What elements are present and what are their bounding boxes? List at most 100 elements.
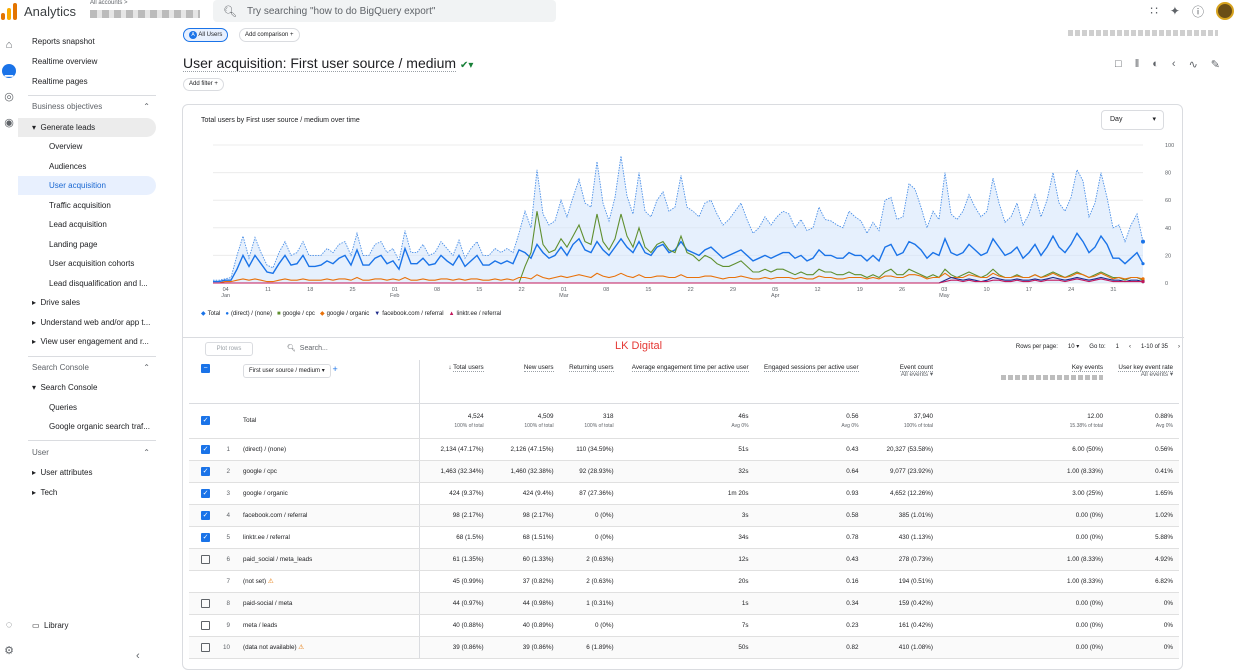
sidebar-item-realtime-overview[interactable]: Realtime overview — [32, 57, 98, 66]
sidebar-item-google-organic[interactable]: Google organic search traf... — [49, 422, 150, 431]
sidebar-item-user-acquisition[interactable]: User acquisition — [18, 176, 156, 195]
collection-view-engagement[interactable]: ▸ View user engagement and r... — [18, 332, 156, 351]
legend-item[interactable]: ● (direct) / (none) — [225, 310, 272, 317]
legend-item[interactable]: ■ google / cpc — [277, 310, 315, 317]
apps-grid-icon[interactable]: ∷ — [1150, 4, 1158, 18]
admin-gear-icon[interactable]: ⚙ — [4, 645, 14, 657]
header-returning-users[interactable]: Returning users — [559, 360, 620, 404]
select-all-checkbox[interactable]: − — [201, 364, 210, 373]
insights-check-icon[interactable]: ◐ — [1152, 58, 1159, 70]
prev-page-icon[interactable]: ‹ — [1128, 343, 1131, 350]
sidebar-item-reports-snapshot[interactable]: Reports snapshot — [32, 37, 95, 46]
collection-tech[interactable]: ▸ Tech — [18, 483, 156, 502]
settings-circle-icon[interactable]: ◌ — [5, 619, 13, 631]
header-total-users[interactable]: ↓ Total users — [419, 360, 490, 404]
compare-icon[interactable]: ‖ — [1134, 58, 1140, 70]
section-business-objectives[interactable]: Business objectives ⌃ — [18, 98, 156, 116]
warning-icon[interactable]: ⚠ — [296, 643, 304, 651]
add-dimension-plus-icon[interactable]: + — [332, 364, 338, 374]
table-row[interactable]: 7 (not set) ⚠ 45 (0.99%) 37 (0.82%) 2 (0.63%… — [189, 570, 1179, 593]
section-user[interactable]: User ⌃ — [18, 444, 156, 462]
collection-understand-traffic[interactable]: ▸ Understand web and/or app t... — [18, 313, 156, 332]
header-engaged-sessions[interactable]: Engaged sessions per active user — [754, 360, 865, 404]
row-checkbox[interactable]: ✓ — [201, 488, 210, 498]
row-select-cell[interactable]: 9 — [189, 614, 237, 637]
row-select-cell[interactable]: ✓ 5 — [189, 526, 237, 549]
all-users-chip[interactable]: A All Users — [183, 28, 229, 42]
row-select-cell[interactable]: ✓ 2 — [189, 460, 237, 483]
table-row[interactable]: ✓ 1 (direct) / (none) 2,134 (47.17%) 2,126 (… — [189, 438, 1179, 461]
sidebar-item-overview[interactable]: Overview — [49, 142, 83, 151]
row-checkbox[interactable]: ✓ — [201, 532, 210, 542]
row-checkbox[interactable] — [201, 598, 210, 608]
totals-checkbox-cell[interactable]: ✓ — [189, 403, 237, 439]
home-icon[interactable]: ⌂ — [5, 39, 13, 51]
row-select-cell[interactable]: ✓ 1 — [189, 438, 237, 461]
analytics-logo-icon[interactable] — [0, 2, 18, 20]
legend-item[interactable]: ◆ google / organic — [320, 310, 369, 318]
series-end-point[interactable] — [1141, 277, 1145, 281]
table-row[interactable]: 10 (data not available) ⚠ 39 (0.86%) 39 (0.… — [189, 636, 1179, 659]
row-select-cell[interactable]: 8 — [189, 592, 237, 615]
key-event-filter-redacted[interactable] — [1001, 375, 1103, 380]
add-comparison-button[interactable]: Add comparison + — [239, 28, 300, 42]
row-checkbox[interactable]: ✓ — [201, 510, 210, 520]
customize-report-icon[interactable]: □ — [1115, 58, 1122, 70]
account-name-redacted[interactable] — [90, 10, 200, 18]
reports-icon[interactable]: ▁ — [2, 64, 16, 78]
insights-icon[interactable]: ✦ — [1169, 4, 1180, 18]
collection-user-attributes[interactable]: ▸ User attributes — [18, 463, 156, 482]
series-line-linktr-ee-referral[interactable] — [213, 278, 1143, 284]
row-checkbox[interactable] — [201, 620, 210, 630]
legend-item[interactable]: ◆ Total — [201, 310, 220, 318]
header-key-events[interactable]: Key events — [939, 360, 1109, 404]
legend-item[interactable]: ▼ facebook.com / referral — [374, 310, 443, 317]
advertising-icon[interactable]: ◉ — [4, 117, 14, 129]
row-select-cell[interactable]: 10 — [189, 636, 237, 659]
search-bar[interactable]: 🔍︎ Try searching "how to do BigQuery exp… — [213, 0, 556, 22]
table-row[interactable]: ✓ 2 google / cpc 1,463 (32.34%) 1,460 (32.38… — [189, 460, 1179, 483]
sidebar-item-traffic-acquisition[interactable]: Traffic acquisition — [49, 201, 111, 210]
section-search-console[interactable]: Search Console ⌃ — [18, 359, 156, 377]
series-end-point[interactable] — [1141, 280, 1145, 284]
row-checkbox[interactable] — [201, 642, 210, 652]
event-filter-select[interactable]: All events ▾ — [900, 371, 933, 378]
series-line-total[interactable] — [213, 155, 1144, 281]
share-icon[interactable]: ‹ — [1171, 58, 1176, 70]
collection-generate-leads[interactable]: ▾ Generate leads — [18, 118, 156, 137]
granularity-select[interactable]: Day ▾ — [1101, 110, 1164, 130]
row-checkbox[interactable]: ✓ — [201, 444, 210, 454]
sidebar-item-queries[interactable]: Queries — [49, 403, 78, 412]
warning-icon[interactable]: ⚠ — [266, 577, 274, 585]
plot-rows-button[interactable]: Plot rows — [205, 342, 253, 356]
row-select-cell[interactable]: 6 — [189, 548, 237, 571]
series-end-point[interactable] — [1141, 262, 1145, 266]
table-search[interactable]: 🔍︎ Search... — [287, 344, 328, 352]
rows-per-page-select[interactable]: 10 ▾ — [1067, 344, 1080, 350]
add-filter-button[interactable]: Add filter + — [183, 78, 224, 91]
row-select-cell[interactable]: ✓ 4 — [189, 504, 237, 527]
header-new-users[interactable]: New users — [489, 360, 560, 404]
next-page-icon[interactable]: › — [1178, 343, 1180, 350]
table-row[interactable]: ✓ 4 facebook.com / referral 98 (2.17%) 98 (2… — [189, 504, 1179, 527]
status-check-icon[interactable]: ✔▾ — [459, 60, 474, 71]
sidebar-item-user-acquisition-cohorts[interactable]: User acquisition cohorts — [49, 259, 135, 268]
table-row[interactable]: 6 paid_social / meta_leads 61 (1.35%) 60 (1… — [189, 548, 1179, 571]
sidebar-item-lead-disqualification[interactable]: Lead disqualification and l... — [49, 279, 148, 288]
library-link[interactable]: ▭ Library — [18, 616, 156, 635]
table-row[interactable]: 8 paid-social / meta 44 (0.97%) 44 (0.98%) 1… — [189, 592, 1179, 615]
collection-drive-sales[interactable]: ▸ Drive sales — [18, 293, 156, 312]
goto-input[interactable]: 1 — [1115, 343, 1119, 350]
sidebar-item-lead-acquisition[interactable]: Lead acquisition — [49, 220, 107, 229]
collapse-chevron-icon[interactable]: ‹ — [136, 650, 140, 662]
collection-search-console[interactable]: ▾ Search Console — [18, 378, 156, 397]
header-select-all[interactable]: − — [189, 360, 237, 404]
sidebar-item-audiences[interactable]: Audiences — [49, 162, 87, 171]
table-row[interactable]: 9 meta / leads 40 (0.88%) 40 (0.89%) 0 (0%) 7… — [189, 614, 1179, 637]
totals-checkbox[interactable]: ✓ — [201, 416, 210, 425]
table-row[interactable]: ✓ 3 google / organic 424 (9.37%) 424 (9.4%) 8… — [189, 482, 1179, 505]
dimension-select[interactable]: First user source / medium ▾ — [243, 364, 331, 378]
row-select-cell[interactable]: 7 — [189, 570, 237, 593]
table-row[interactable]: ✓ 5 linktr.ee / referral 68 (1.5%) 68 (1.51%… — [189, 526, 1179, 549]
explore-icon[interactable]: ◎ — [4, 91, 14, 103]
